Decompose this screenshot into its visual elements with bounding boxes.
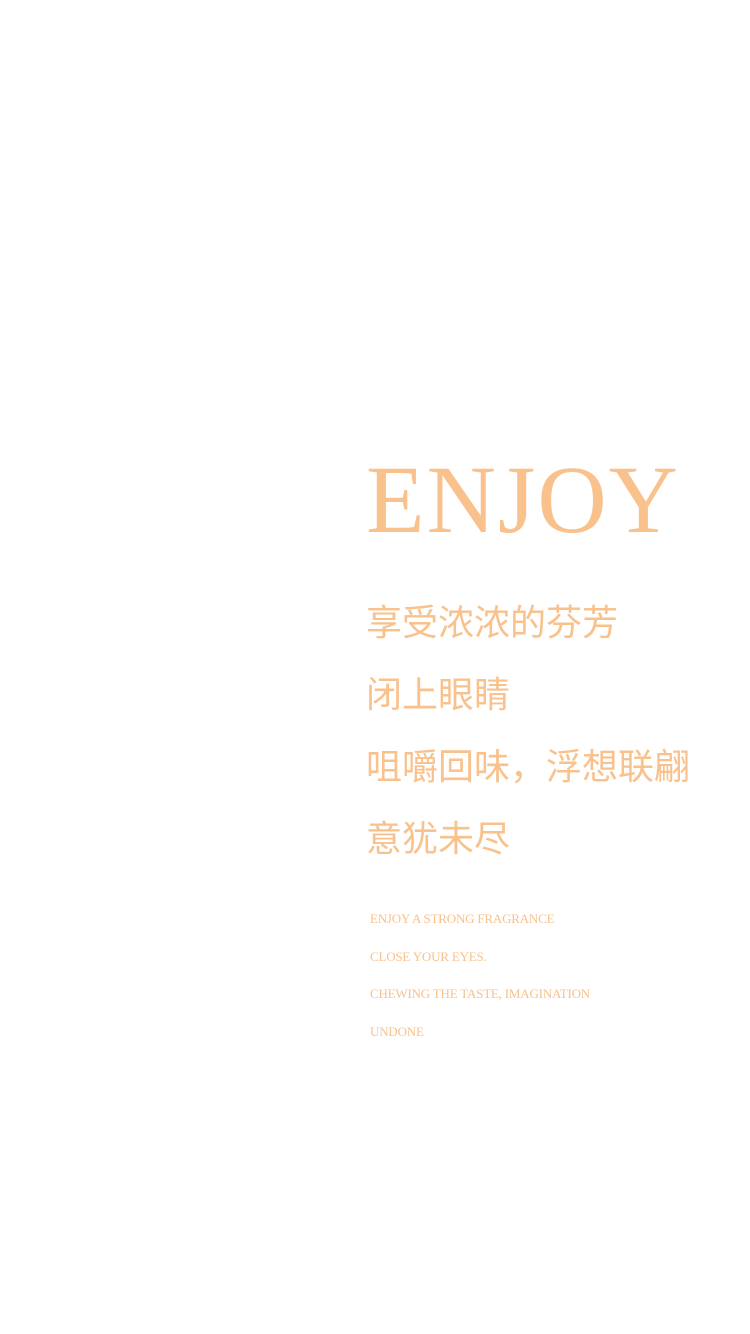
chinese-line: 享受浓浓的芬芳 — [366, 603, 619, 644]
text-block: ENJOY 享受浓浓的芬芳 闭上眼睛 咀嚼回味，浮想联翩 意犹未尽 ENJOY … — [366, 452, 736, 1050]
chinese-line: 咀嚼回味，浮想联翩 — [366, 747, 691, 788]
english-line: UNDONE — [370, 1023, 424, 1039]
english-text-block: ENJOY A STRONG FRAGRANCE CLOSE YOUR EYES… — [366, 900, 736, 1050]
english-line: CLOSE YOUR EYES. — [370, 948, 487, 964]
chinese-text-block: 享受浓浓的芬芳 闭上眼睛 咀嚼回味，浮想联翩 意犹未尽 — [366, 588, 736, 876]
chinese-line: 闭上眼睛 — [366, 675, 511, 716]
chinese-line: 意犹未尽 — [366, 819, 511, 860]
english-line: ENJOY A STRONG FRAGRANCE — [370, 911, 555, 926]
english-line: CHEWING THE TASTE, IMAGINATION — [370, 986, 590, 1001]
enjoy-heading: ENJOY — [366, 446, 680, 553]
